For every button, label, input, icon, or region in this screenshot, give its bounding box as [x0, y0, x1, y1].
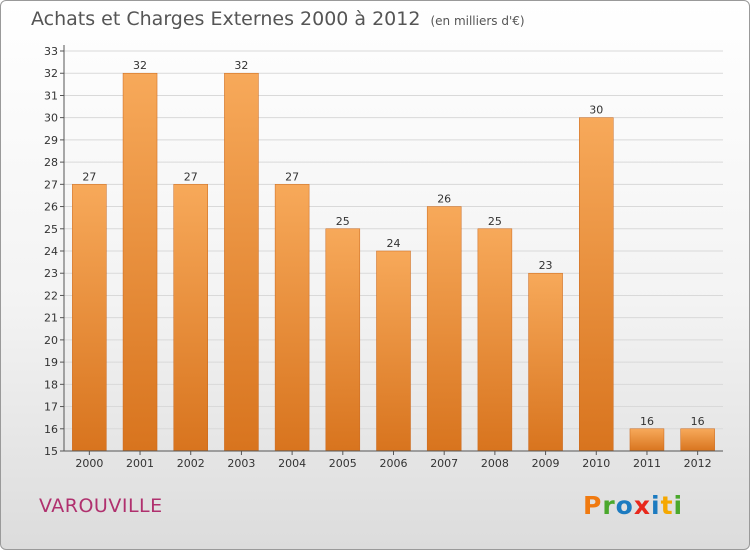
- value-label-2002: 27: [184, 170, 198, 183]
- bar-2012: [680, 428, 715, 452]
- value-label-2010: 30: [589, 104, 603, 117]
- y-tick-label: 18: [44, 378, 58, 391]
- value-label-2003: 32: [234, 59, 248, 72]
- bar-2006: [376, 250, 411, 452]
- y-tick-label: 32: [44, 67, 58, 80]
- x-tick-label-2011: 2011: [633, 457, 661, 470]
- y-tick-label: 15: [44, 445, 58, 458]
- x-tick-label-2008: 2008: [481, 457, 509, 470]
- value-label-2007: 26: [437, 193, 451, 206]
- logo-letter: i: [651, 491, 661, 520]
- y-tick-label: 28: [44, 156, 58, 169]
- bar-2004: [274, 184, 310, 452]
- x-tick-label-2012: 2012: [684, 457, 712, 470]
- x-tick-label-2007: 2007: [430, 457, 458, 470]
- x-tick-label-2002: 2002: [177, 457, 205, 470]
- bar-2005: [325, 228, 361, 452]
- x-tick-label-2000: 2000: [75, 457, 103, 470]
- y-tick-label: 19: [44, 356, 58, 369]
- bar-2000: [72, 184, 107, 452]
- value-label-2009: 23: [539, 259, 553, 272]
- bar-2001: [122, 72, 158, 452]
- y-tick-label: 27: [44, 178, 58, 191]
- logo-letter: o: [615, 491, 634, 520]
- axes: 15 16 17 18 19 20 21 22 23 24 25 26 27 28 29 30 31 32 33 20…: [44, 45, 723, 470]
- y-tick-label: 31: [44, 89, 58, 102]
- bar-2011: [629, 428, 665, 452]
- value-label-2001: 32: [133, 59, 147, 72]
- bar-2003: [224, 72, 259, 452]
- x-tick-label-2006: 2006: [380, 457, 408, 470]
- y-tick-label: 22: [44, 289, 58, 302]
- y-tick-label: 17: [44, 401, 58, 414]
- commune-name: VAROUVILLE: [39, 495, 163, 517]
- x-tick-label-2005: 2005: [329, 457, 357, 470]
- logo-letter: r: [602, 491, 616, 520]
- y-tick-label: 21: [44, 312, 58, 325]
- y-tick-label: 26: [44, 201, 58, 214]
- y-tick-label: 30: [44, 112, 58, 125]
- logo-letter: i: [673, 491, 684, 520]
- logo-letter: P: [583, 491, 603, 520]
- y-tick-label: 20: [44, 334, 58, 347]
- x-tick-label-2010: 2010: [582, 457, 610, 470]
- logo-letter: t: [660, 491, 674, 520]
- x-tick-label-2009: 2009: [532, 457, 560, 470]
- value-label-2000: 27: [82, 170, 96, 183]
- bars: 27 32 27 32 27 25 24 26 25 23 30 16 16: [72, 59, 715, 452]
- y-tick-label: 24: [44, 245, 58, 258]
- y-tick-label: 25: [44, 223, 58, 236]
- bar-2010: [579, 117, 614, 452]
- bar-2007: [426, 206, 462, 452]
- chart-unit: (en milliers d'€): [430, 14, 525, 28]
- y-tick-label: 29: [44, 134, 58, 147]
- value-label-2006: 24: [387, 237, 401, 250]
- chart-title: Achats et Charges Externes 2000 à 2012 (e…: [31, 8, 525, 30]
- y-tick-label: 23: [44, 267, 58, 280]
- y-tick-label: 33: [44, 45, 58, 58]
- value-label-2008: 25: [488, 215, 502, 228]
- value-label-2012: 16: [691, 415, 705, 428]
- bar-2009: [528, 272, 563, 452]
- chart-title-text: Achats et Charges Externes 2000 à 2012: [31, 8, 421, 30]
- value-label-2005: 25: [336, 215, 350, 228]
- x-tick-label-2003: 2003: [227, 457, 255, 470]
- bar-2008: [477, 228, 513, 452]
- x-tick-label-2004: 2004: [278, 457, 306, 470]
- proxiti-logo: Proxiti: [583, 491, 683, 520]
- value-label-2004: 27: [285, 170, 299, 183]
- x-tick-label-2001: 2001: [126, 457, 154, 470]
- logo-letter: x: [633, 491, 651, 520]
- value-label-2011: 16: [640, 415, 654, 428]
- bar-2002: [173, 184, 208, 452]
- y-tick-label: 16: [44, 423, 58, 436]
